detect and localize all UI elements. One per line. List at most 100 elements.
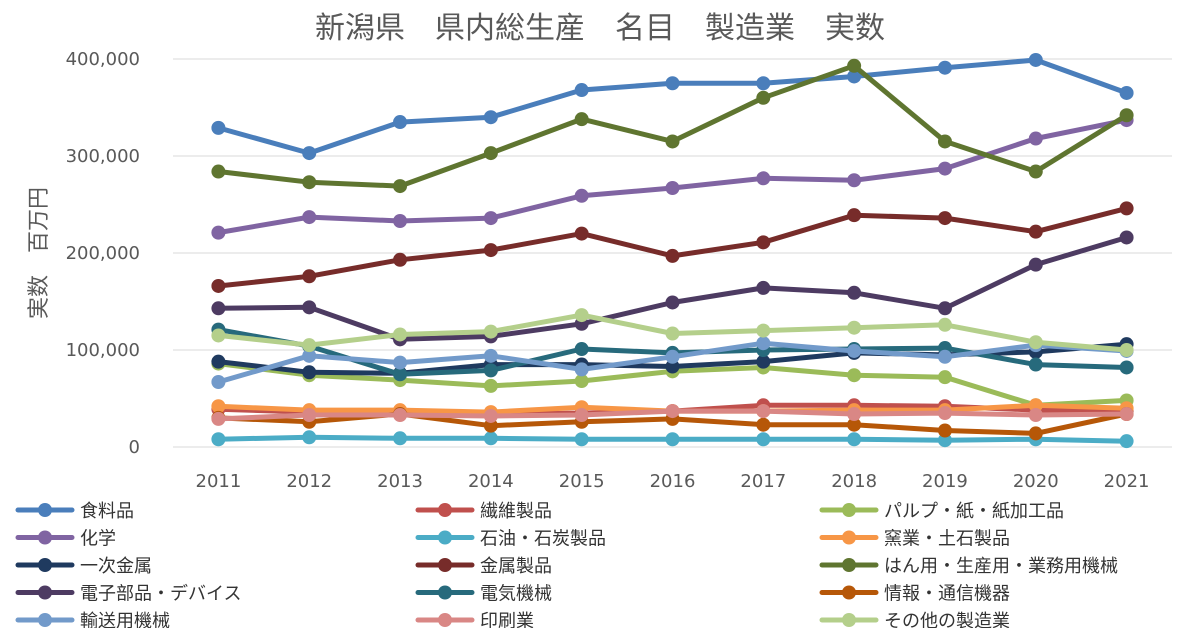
data-point xyxy=(483,418,498,433)
data-point xyxy=(937,317,952,332)
data-point xyxy=(937,433,952,448)
data-point xyxy=(574,226,589,241)
data-point xyxy=(574,83,589,98)
x-tick-label: 2015 xyxy=(559,471,605,492)
data-point xyxy=(1119,360,1134,375)
legend-item: はん用・生産用・業務用機械 xyxy=(819,556,1118,577)
legend-item: その他の製造業 xyxy=(819,611,1010,628)
data-point xyxy=(937,301,952,316)
x-tick-label: 2018 xyxy=(831,471,877,492)
data-point xyxy=(847,343,862,358)
data-point xyxy=(574,112,589,127)
legend-item: 電子部品・デバイス xyxy=(15,584,241,605)
data-point xyxy=(302,338,317,353)
data-point xyxy=(847,58,862,73)
data-point xyxy=(665,181,680,196)
data-point xyxy=(756,280,771,295)
data-point xyxy=(1028,52,1043,67)
legend-item: 窯業・土石製品 xyxy=(819,529,1010,550)
data-point xyxy=(574,188,589,203)
legend-swatch-marker xyxy=(38,530,52,545)
data-point xyxy=(211,375,226,390)
legend-swatch-marker xyxy=(842,558,856,572)
data-point xyxy=(1119,85,1134,100)
data-point xyxy=(665,248,680,263)
data-point xyxy=(1119,343,1134,357)
data-point xyxy=(211,164,226,179)
data-point xyxy=(574,432,589,447)
data-point xyxy=(847,285,862,300)
legend-label: 窯業・土石製品 xyxy=(884,529,1010,550)
legend-swatch-marker xyxy=(38,613,52,627)
legend-item: 輸送用機械 xyxy=(15,611,170,628)
data-point xyxy=(756,336,771,351)
data-point xyxy=(756,404,771,419)
data-point xyxy=(937,349,952,364)
data-point xyxy=(937,370,952,385)
y-tick-label: 100,000 xyxy=(66,340,140,361)
data-point xyxy=(1028,357,1043,372)
data-point xyxy=(937,406,952,421)
data-point xyxy=(302,348,317,363)
x-tick-label: 2017 xyxy=(740,471,786,492)
data-point xyxy=(1119,108,1134,123)
series-12 xyxy=(211,336,1134,390)
legend-label: パルプ・紙・紙加工品 xyxy=(884,501,1064,522)
y-axis-ticks: 0 100,000 200,000 300,000 400,000 xyxy=(66,49,140,458)
data-point xyxy=(1028,257,1043,272)
legend-label: 電気機械 xyxy=(480,584,552,605)
legend-swatch-marker xyxy=(38,585,52,600)
data-point xyxy=(937,211,952,226)
data-point xyxy=(756,432,771,447)
legend-label: 輸送用機械 xyxy=(80,611,170,628)
data-point xyxy=(1028,398,1043,413)
data-point xyxy=(1028,224,1043,239)
x-tick-label: 2016 xyxy=(650,471,696,492)
data-point xyxy=(483,211,498,226)
y-tick-label: 300,000 xyxy=(66,146,140,167)
legend-item: 金属製品 xyxy=(415,556,552,577)
x-tick-label: 2020 xyxy=(1013,471,1059,492)
legend-swatch-marker xyxy=(842,503,856,517)
x-tick-label: 2014 xyxy=(468,471,514,492)
series-3 xyxy=(211,113,1134,240)
data-point xyxy=(393,355,408,370)
data-point xyxy=(302,300,317,315)
data-point xyxy=(211,278,226,293)
legend-item: 石油・石炭製品 xyxy=(415,529,606,550)
data-point xyxy=(1028,426,1043,441)
legend-label: その他の製造業 xyxy=(884,611,1010,628)
data-point xyxy=(1028,131,1043,146)
data-point xyxy=(665,432,680,447)
data-point xyxy=(756,323,771,338)
y-tick-label: 0 xyxy=(129,437,140,458)
data-point xyxy=(483,243,498,258)
data-point xyxy=(847,432,862,447)
data-point xyxy=(393,179,408,194)
legend-label: 情報・通信機器 xyxy=(884,584,1010,605)
data-point xyxy=(847,368,862,383)
legend-item: 一次金属 xyxy=(15,556,152,577)
data-point xyxy=(1028,164,1043,179)
data-point xyxy=(1119,201,1134,216)
legend-label: 化学 xyxy=(80,529,116,550)
data-point xyxy=(574,308,589,323)
legend-item: パルプ・紙・紙加工品 xyxy=(819,501,1064,522)
x-axis-ticks: 2011 2012 2013 2014 2015 2016 2017 2018 2019 2020… xyxy=(196,471,1150,492)
data-point xyxy=(847,208,862,223)
data-point xyxy=(302,146,317,161)
data-point xyxy=(211,354,226,369)
legend-swatch-marker xyxy=(438,558,452,572)
data-point xyxy=(665,295,680,310)
legend-label: 印刷業 xyxy=(480,611,534,628)
legend-label: 食料品 xyxy=(80,501,134,522)
data-point xyxy=(847,69,862,84)
data-point xyxy=(302,269,317,284)
legend-swatch-marker xyxy=(438,613,452,627)
x-tick-label: 2012 xyxy=(286,471,332,492)
legend-swatch-marker xyxy=(38,558,52,572)
data-point xyxy=(393,327,408,342)
data-point xyxy=(756,354,771,369)
chart-title: 新潟県 県内総生産 名目 製造業 実数 xyxy=(315,11,885,46)
